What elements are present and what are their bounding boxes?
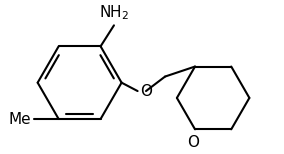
Text: O: O xyxy=(140,84,152,99)
Text: NH$_2$: NH$_2$ xyxy=(99,4,129,22)
Text: Me: Me xyxy=(9,111,32,126)
Text: O: O xyxy=(187,135,199,150)
